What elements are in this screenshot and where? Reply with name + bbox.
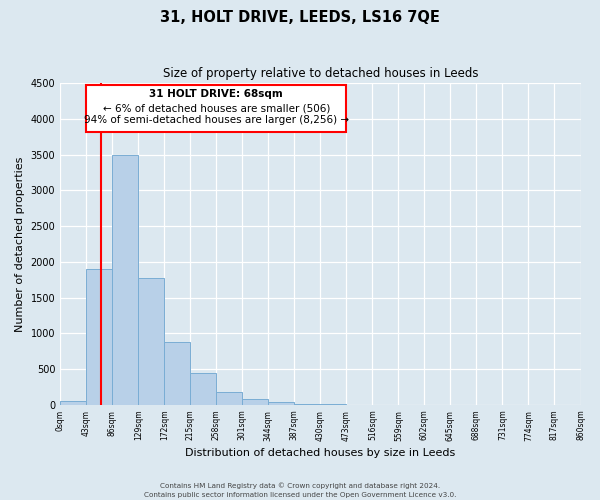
Text: Contains HM Land Registry data © Crown copyright and database right 2024.: Contains HM Land Registry data © Crown c… xyxy=(160,482,440,489)
Bar xyxy=(60,401,86,405)
Text: 31 HOLT DRIVE: 68sqm: 31 HOLT DRIVE: 68sqm xyxy=(149,90,283,100)
Bar xyxy=(86,269,112,405)
Y-axis label: Number of detached properties: Number of detached properties xyxy=(15,156,25,332)
Text: 94% of semi-detached houses are larger (8,256) →: 94% of semi-detached houses are larger (… xyxy=(84,115,349,125)
Text: 31, HOLT DRIVE, LEEDS, LS16 7QE: 31, HOLT DRIVE, LEEDS, LS16 7QE xyxy=(160,10,440,25)
FancyBboxPatch shape xyxy=(86,85,346,132)
Bar xyxy=(216,392,242,405)
Bar xyxy=(190,372,216,405)
Bar xyxy=(138,278,164,405)
Text: Contains public sector information licensed under the Open Government Licence v3: Contains public sector information licen… xyxy=(144,492,456,498)
Bar xyxy=(112,154,138,405)
Text: ← 6% of detached houses are smaller (506): ← 6% of detached houses are smaller (506… xyxy=(103,103,330,113)
Title: Size of property relative to detached houses in Leeds: Size of property relative to detached ho… xyxy=(163,68,478,80)
Bar xyxy=(268,402,295,405)
X-axis label: Distribution of detached houses by size in Leeds: Distribution of detached houses by size … xyxy=(185,448,455,458)
Bar xyxy=(295,404,320,405)
Bar xyxy=(242,399,268,405)
Bar xyxy=(164,342,190,405)
